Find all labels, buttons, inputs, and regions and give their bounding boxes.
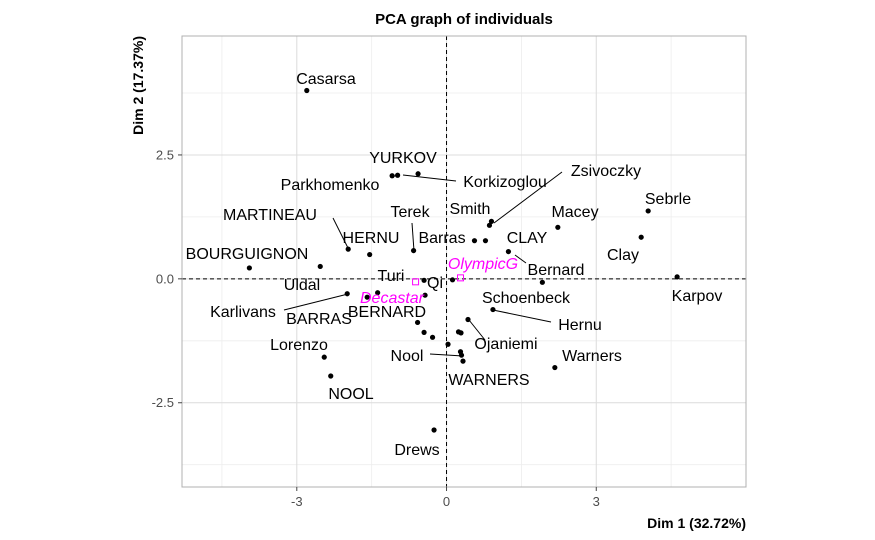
data-point-unlabeled xyxy=(429,334,436,340)
y-tick-label: 2.5 xyxy=(156,147,174,162)
panel-border xyxy=(181,35,747,488)
data-label: Qi xyxy=(427,275,443,292)
x-tick-label: -3 xyxy=(291,494,303,509)
data-label: NOOL xyxy=(328,386,373,403)
data-label: Nool xyxy=(391,348,424,365)
label-connector xyxy=(429,353,464,357)
data-point xyxy=(488,218,495,224)
data-label: Drews xyxy=(394,442,439,459)
data-point xyxy=(364,294,370,300)
y-axis-label: Dim 2 (17.37%) xyxy=(130,36,146,135)
label-connector xyxy=(402,174,457,182)
data-point xyxy=(421,277,427,283)
label-connector xyxy=(492,309,552,323)
data-point xyxy=(505,248,512,255)
data-point xyxy=(539,279,545,285)
data-point xyxy=(449,277,456,283)
data-point xyxy=(328,373,334,379)
data-label: Barras xyxy=(418,230,465,247)
data-label: Macey xyxy=(551,204,598,221)
label-connector xyxy=(468,319,486,341)
data-point xyxy=(486,222,493,228)
data-label: BOURGUIGNON xyxy=(186,246,309,263)
axis-ticks: -3 0 3 -2.5 0.0 2.5 xyxy=(152,147,600,509)
data-point xyxy=(317,263,323,270)
data-point xyxy=(410,247,417,254)
data-label: Clay xyxy=(607,247,639,264)
data-label: Lorenzo xyxy=(270,337,328,354)
supplementary-point xyxy=(412,278,420,286)
data-point xyxy=(321,354,327,360)
data-point xyxy=(674,274,680,280)
supplementary-label: Decastar xyxy=(360,290,425,307)
label-connectors xyxy=(283,171,563,357)
data-label: Warners xyxy=(562,348,622,365)
chart-title: PCA graph of individuals xyxy=(375,11,553,28)
data-label: Karpov xyxy=(672,288,723,305)
label-connector xyxy=(514,254,527,264)
supplementary-point xyxy=(457,274,465,282)
data-point-unlabeled xyxy=(414,319,421,326)
data-point xyxy=(490,306,496,313)
data-point-unlabeled xyxy=(421,329,427,335)
data-point xyxy=(482,238,489,244)
data-label: CLAY xyxy=(507,230,548,247)
data-label: Casarsa xyxy=(296,71,356,88)
data-label: BERNARD xyxy=(348,304,426,321)
y-tick-label: 0.0 xyxy=(156,271,174,286)
data-label: Parkhomenko xyxy=(281,177,380,194)
data-point xyxy=(395,172,401,178)
data-point xyxy=(344,291,350,297)
data-label: Korkizoglou xyxy=(463,174,547,191)
data-point xyxy=(422,292,428,298)
data-label: HERNU xyxy=(343,230,400,247)
data-label: WARNERS xyxy=(448,372,529,389)
data-point xyxy=(471,238,478,244)
data-label: Uldal xyxy=(284,277,320,294)
data-label: YURKOV xyxy=(369,150,437,167)
data-label: Hernu xyxy=(558,317,602,334)
data-points xyxy=(246,87,680,433)
data-point-unlabeled xyxy=(375,290,381,296)
data-point-unlabeled xyxy=(465,316,471,323)
data-label: Karlivans xyxy=(210,304,276,321)
data-point-unlabeled xyxy=(445,341,451,347)
data-label: Terek xyxy=(390,204,430,221)
data-label: Turi xyxy=(378,268,405,285)
data-label: Sebrle xyxy=(645,191,691,208)
label-connector xyxy=(332,217,350,251)
data-label: Schoenbeck xyxy=(482,290,571,307)
data-label: Ojaniemi xyxy=(474,336,537,353)
data-point xyxy=(552,364,558,371)
data-labels: Casarsa YURKOV Parkhomenko Korkizoglou Zsivo… xyxy=(186,71,723,459)
data-label: BARRAS xyxy=(286,311,352,328)
data-point xyxy=(304,87,310,94)
x-tick-label: 0 xyxy=(443,494,450,509)
x-axis-label: Dim 1 (32.72%) xyxy=(647,515,746,531)
data-point xyxy=(415,171,421,177)
data-point xyxy=(638,234,644,240)
label-connector xyxy=(493,171,563,224)
data-point xyxy=(367,251,373,258)
y-tick-label: -2.5 xyxy=(152,395,174,410)
data-point xyxy=(389,173,395,179)
data-point-unlabeled xyxy=(455,329,462,335)
data-point-unlabeled xyxy=(457,349,464,355)
data-point xyxy=(431,427,437,433)
supplementary-label: OlympicG xyxy=(448,256,518,273)
data-point xyxy=(645,208,651,214)
data-label: MARTINEAU xyxy=(223,207,317,224)
data-point xyxy=(246,265,252,271)
data-label: Bernard xyxy=(528,262,585,279)
label-connector xyxy=(411,222,415,252)
data-label: Smith xyxy=(450,201,491,218)
data-label: Zsivoczky xyxy=(571,163,641,180)
data-point xyxy=(555,224,561,230)
data-point xyxy=(345,246,351,252)
label-connector xyxy=(283,293,349,311)
data-point xyxy=(460,358,466,364)
x-tick-label: 3 xyxy=(593,494,600,509)
